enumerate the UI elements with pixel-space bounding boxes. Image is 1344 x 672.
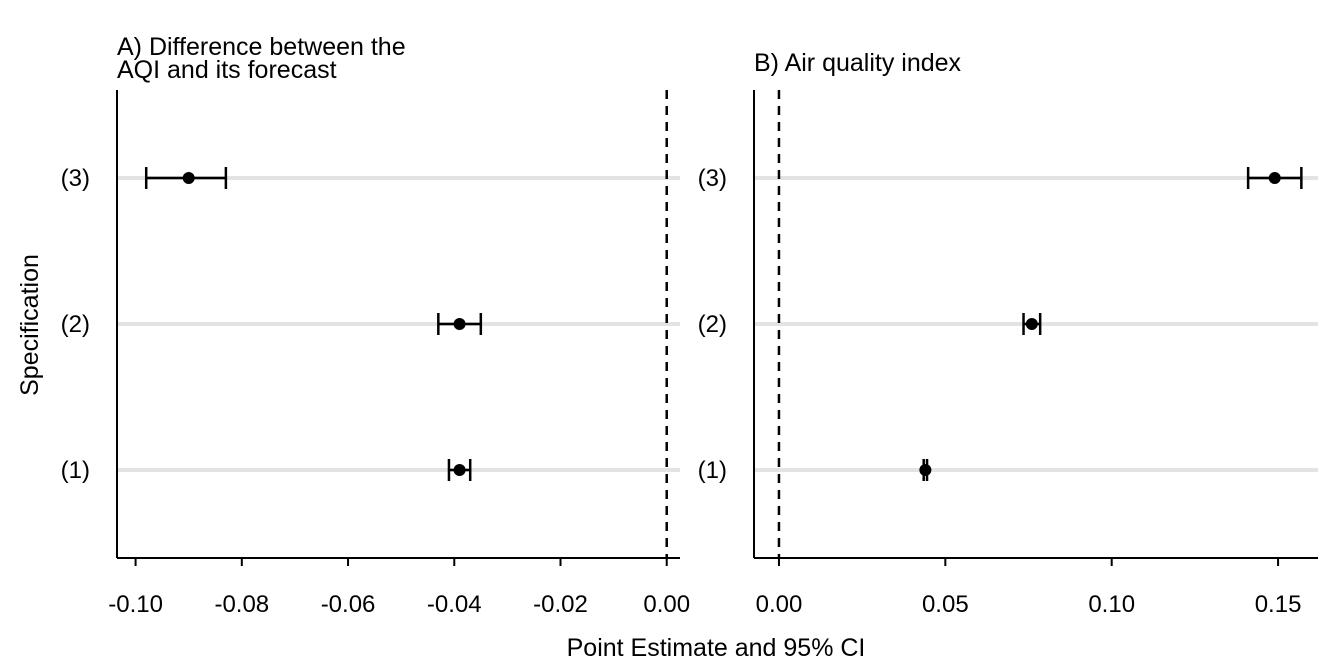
x-tick-label: -0.04 bbox=[427, 591, 482, 618]
point-estimate bbox=[182, 172, 195, 184]
x-tick-label: -0.08 bbox=[214, 591, 269, 618]
panel-a-title-line: AQI and its forecast bbox=[117, 56, 337, 84]
x-tick-label: 0.00 bbox=[643, 591, 690, 618]
x-tick-label: 0.15 bbox=[1255, 591, 1302, 618]
x-tick-label: -0.06 bbox=[321, 591, 376, 618]
category-label: (3) bbox=[698, 165, 727, 192]
y-axis-title: Specification bbox=[16, 254, 44, 396]
x-axis-title: Point Estimate and 95% CI bbox=[567, 634, 866, 662]
panel-b-title-line: B) Air quality index bbox=[754, 49, 962, 77]
panel-a-title-line: A) Difference between the bbox=[117, 33, 406, 61]
panel-b: B) Air quality index (1) (2) (3) 0.00 0.05 0.1… bbox=[698, 49, 1318, 618]
point-estimate bbox=[1025, 318, 1038, 330]
x-tick-label: 0.05 bbox=[922, 591, 969, 618]
x-tick-label: -0.10 bbox=[108, 591, 163, 618]
category-label: (1) bbox=[698, 457, 727, 484]
category-label: (2) bbox=[698, 311, 727, 338]
x-tick-label: 0.10 bbox=[1088, 591, 1135, 618]
category-label: (3) bbox=[61, 165, 90, 192]
x-tick-label: -0.02 bbox=[533, 591, 588, 618]
point-estimate bbox=[453, 318, 466, 330]
category-label: (1) bbox=[61, 457, 90, 484]
category-label: (2) bbox=[61, 311, 90, 338]
point-estimate bbox=[1268, 172, 1281, 184]
point-estimate bbox=[919, 464, 932, 476]
x-tick-label: 0.00 bbox=[756, 591, 803, 618]
point-estimate bbox=[453, 464, 466, 476]
